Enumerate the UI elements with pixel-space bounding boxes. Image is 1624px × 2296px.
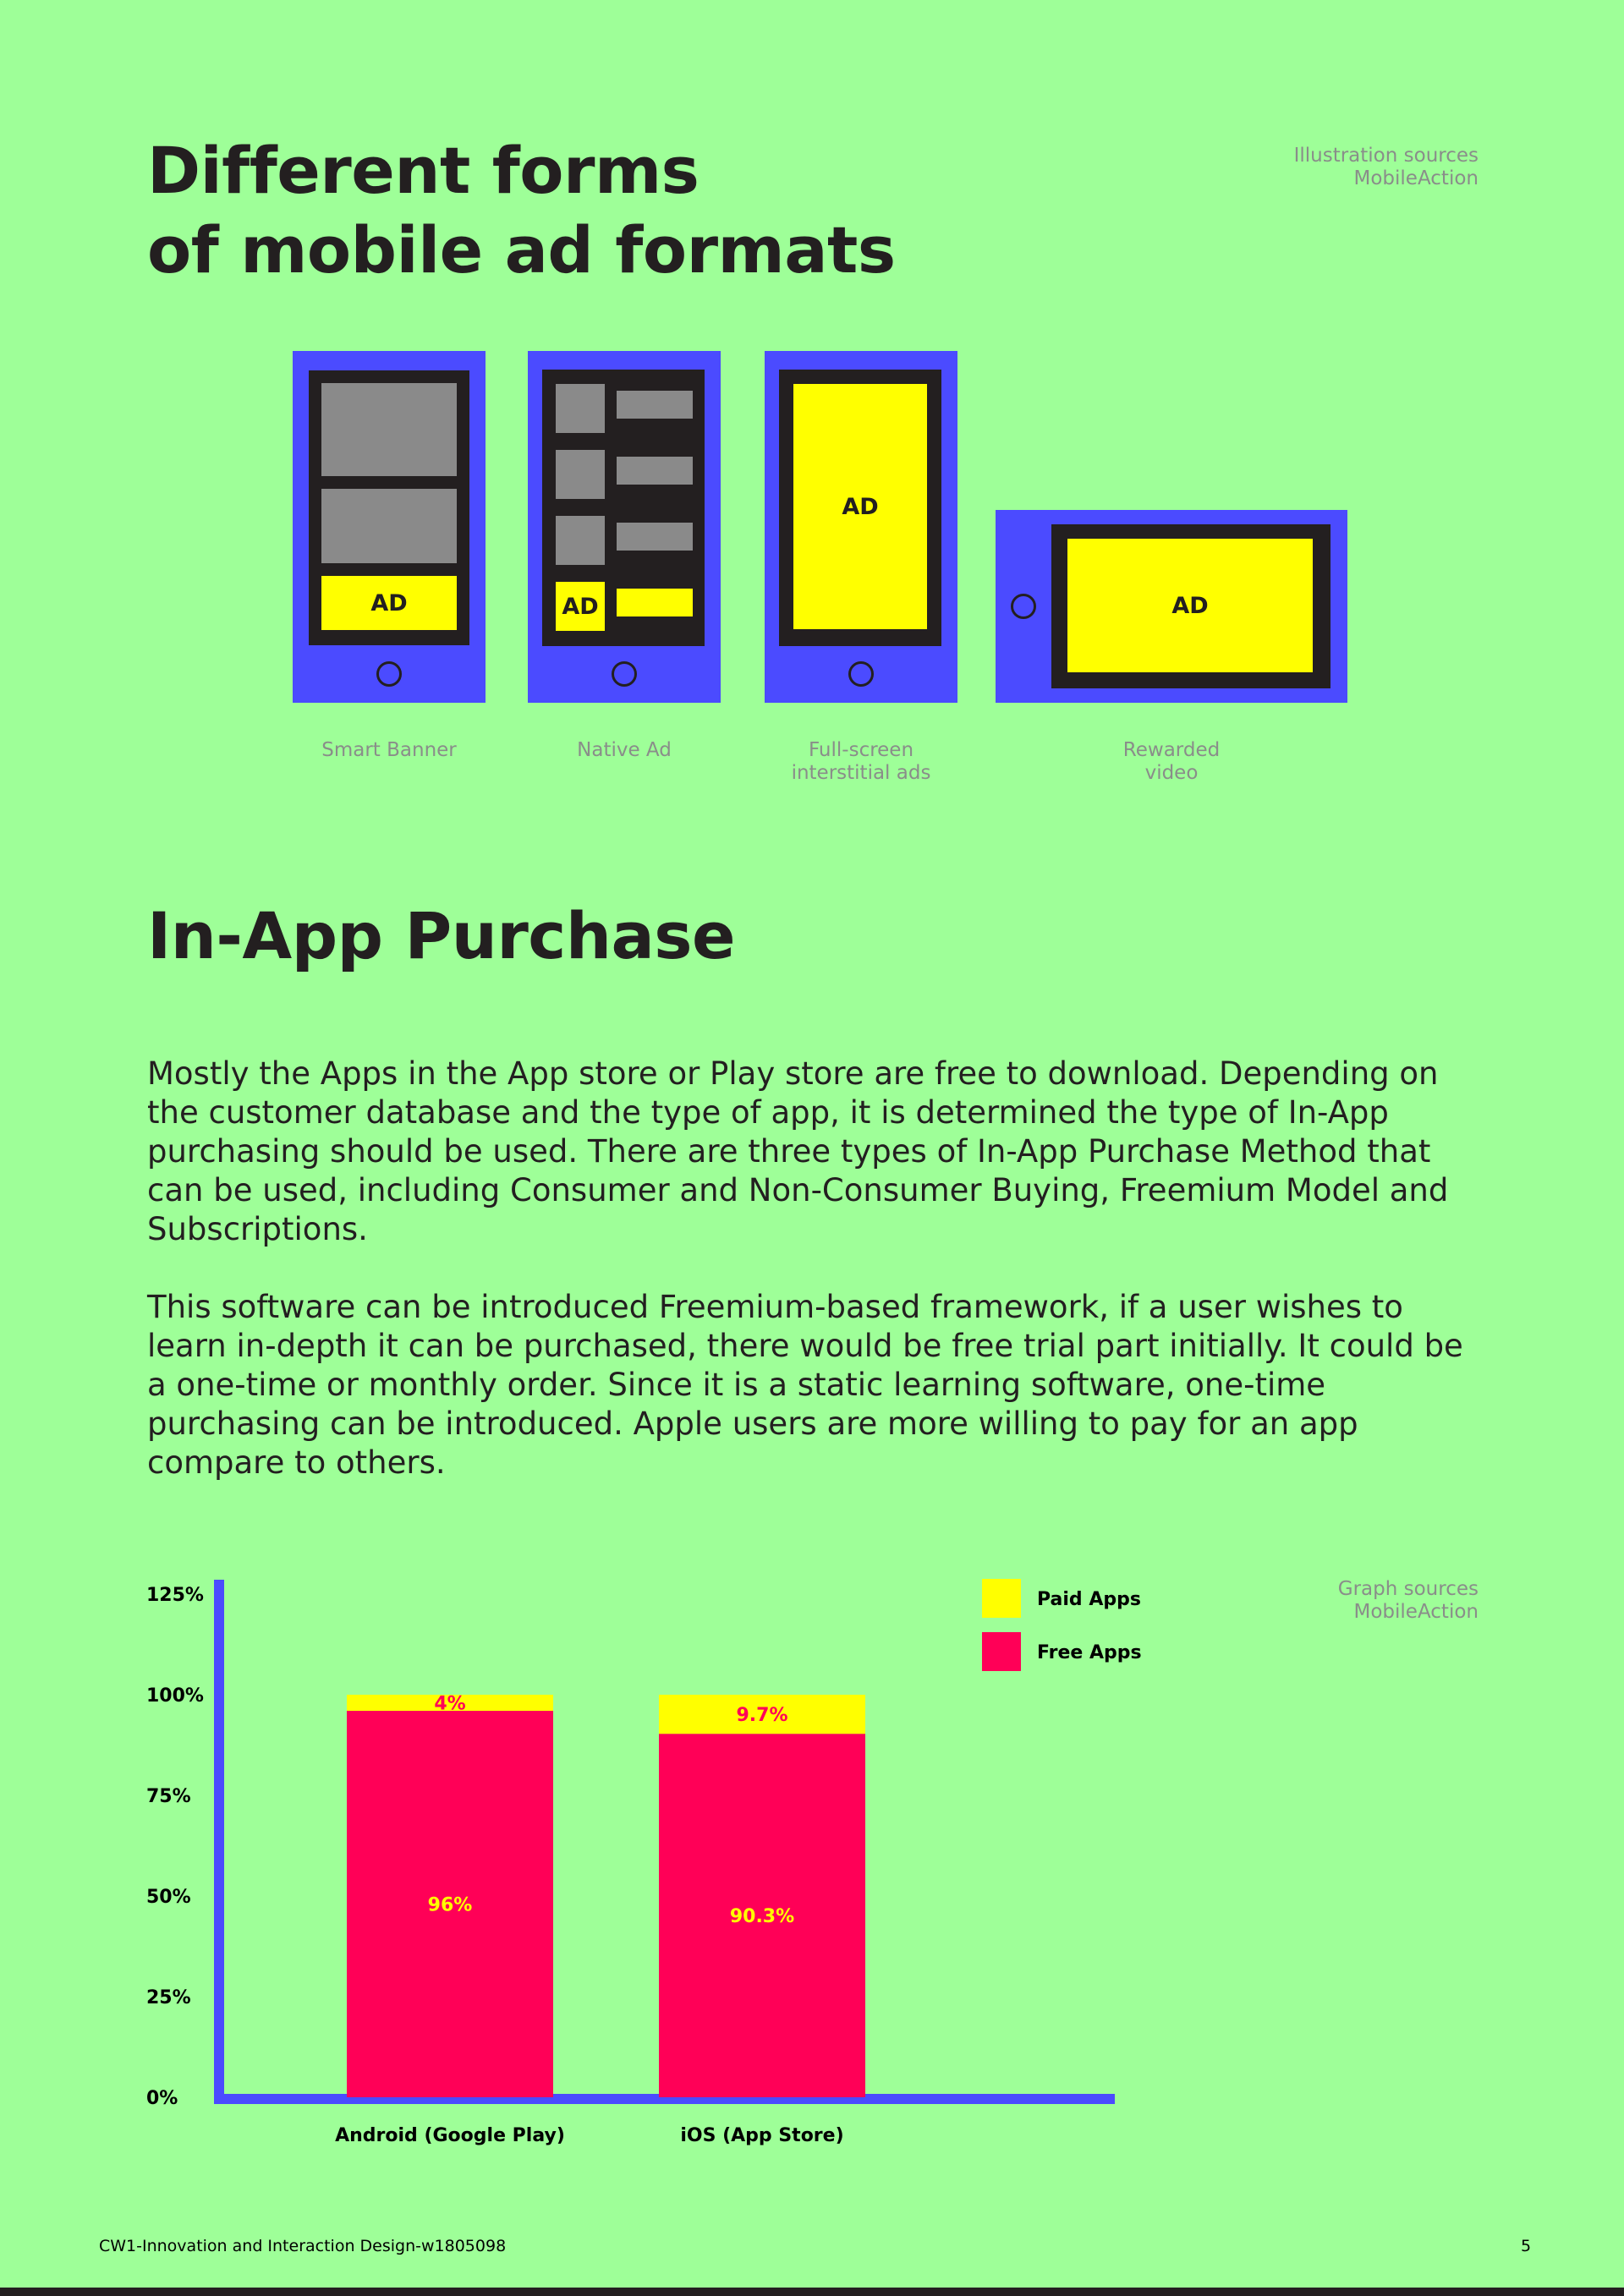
in-app-purchase-body: Mostly the Apps in the App store or Play… — [147, 1055, 1492, 1482]
graph-source-line2: MobileAction — [1353, 1601, 1479, 1623]
caption-rewarded-video: Rewarded video — [1045, 739, 1298, 785]
caption-fullscreen-line2: interstitial ads — [791, 762, 931, 784]
native-ad-phone-illustration: AD — [528, 351, 721, 703]
ad-formats-title-line1: Different forms — [147, 133, 700, 208]
home-button-icon — [1011, 594, 1036, 619]
bar-data-label: 4% — [434, 1694, 465, 1715]
content-line — [617, 457, 693, 485]
footer-course-label: CW1-Innovation and Interaction Design-w1… — [99, 2237, 507, 2255]
fullscreen-ad-block: AD — [793, 384, 927, 629]
y-tick-label: 100% — [146, 1685, 204, 1707]
paragraph-2: This software can be introduced Freemium… — [147, 1289, 1463, 1481]
page-number: 5 — [1521, 2237, 1532, 2255]
caption-fullscreen-line1: Full-screen — [808, 739, 914, 761]
bar-data-label: 96% — [428, 1895, 473, 1916]
in-app-purchase-title: In-App Purchase — [147, 898, 736, 973]
y-tick-label: 125% — [146, 1585, 204, 1606]
y-tick-label: 0% — [146, 2088, 178, 2109]
bar-free-apps-1 — [659, 1734, 865, 2097]
banner-ad-block: AD — [321, 576, 457, 630]
rewarded-video-phone-illustration: AD — [996, 510, 1347, 703]
bar-paid-apps-1 — [659, 1695, 865, 1734]
x-category-label: iOS (App Store) — [680, 2125, 843, 2146]
content-placeholder — [321, 489, 457, 563]
footer-bar — [0, 2288, 1624, 2296]
y-tick-label: 75% — [146, 1786, 191, 1807]
home-button-icon — [612, 661, 637, 687]
app-revenue-stacked-bar-chart: 0% 25% 50% 75% 100% 125% 96% 4% Android (Google … — [146, 1579, 1142, 2146]
native-ad-line — [617, 589, 693, 616]
y-tick-label: 25% — [146, 1987, 191, 2008]
legend-label: Free Apps — [1037, 1642, 1142, 1663]
legend-swatch — [982, 1579, 1021, 1618]
illustration-source-line1: Illustration sources — [1293, 145, 1479, 167]
caption-smart-banner: Smart Banner — [321, 739, 457, 761]
phone-screen: AD — [779, 370, 941, 646]
caption-rewarded-line2: video — [1144, 762, 1199, 784]
graph-source-line1: Graph sources — [1337, 1578, 1479, 1600]
legend-label: Paid Apps — [1037, 1589, 1141, 1610]
smart-banner-phone-illustration: AD — [293, 351, 486, 703]
x-category-label: Android (Google Play) — [335, 2125, 565, 2146]
graph-source: Graph sources MobileAction — [1338, 1578, 1479, 1624]
content-placeholder — [321, 383, 457, 476]
caption-fullscreen-interstitial: Full-screen interstitial ads — [748, 739, 974, 785]
content-line — [617, 391, 693, 419]
rewarded-video-ad-block: AD — [1067, 539, 1313, 672]
phone-screen: AD — [542, 370, 705, 646]
paragraph-1: Mostly the Apps in the App store or Play… — [147, 1055, 1449, 1247]
home-button-icon — [376, 661, 402, 687]
home-button-icon — [848, 661, 874, 687]
y-axis-line — [214, 1580, 224, 2104]
phone-screen: AD — [1051, 524, 1330, 688]
phone-screen: AD — [309, 370, 469, 645]
native-ad-block: AD — [556, 582, 605, 631]
ad-formats-title: Different forms of mobile ad formats — [147, 131, 896, 290]
caption-native-ad: Native Ad — [577, 739, 672, 761]
caption-rewarded-line1: Rewarded — [1122, 739, 1221, 761]
fullscreen-ad-phone-illustration: AD — [765, 351, 957, 703]
content-line — [617, 523, 693, 551]
content-thumb — [556, 450, 605, 499]
illustration-source-line2: MobileAction — [1353, 167, 1479, 189]
illustration-source: Illustration sources MobileAction — [1294, 145, 1479, 190]
bar-data-label: 90.3% — [730, 1906, 794, 1927]
bar-data-label: 9.7% — [736, 1705, 787, 1726]
bar-free-apps-0 — [347, 1711, 553, 2097]
legend-swatch — [982, 1632, 1021, 1671]
content-thumb — [556, 516, 605, 565]
bar-paid-apps-0 — [347, 1695, 553, 1712]
y-tick-label: 50% — [146, 1887, 191, 1908]
ad-formats-title-line2: of mobile ad formats — [147, 212, 896, 288]
content-thumb — [556, 384, 605, 433]
